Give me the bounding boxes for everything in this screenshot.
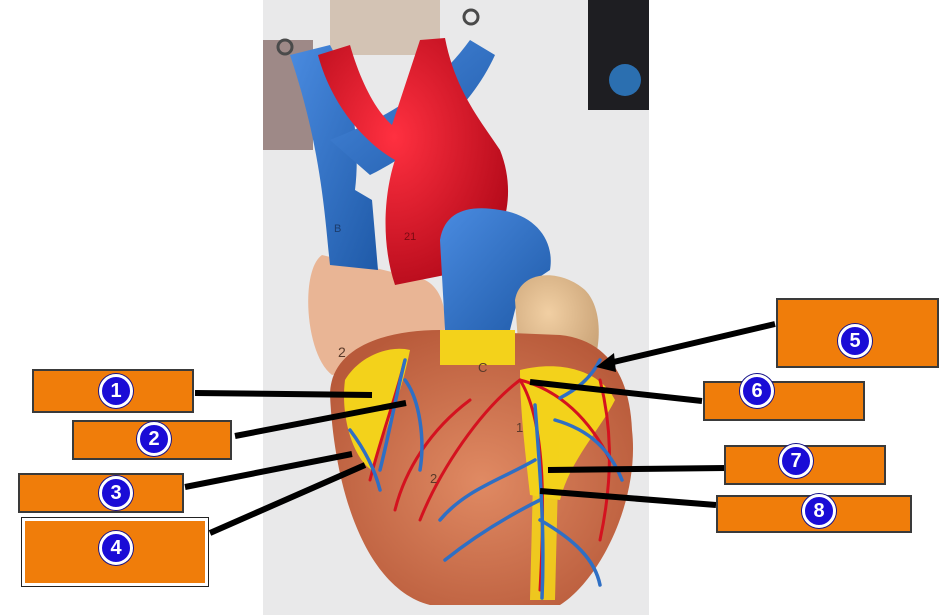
coronary-fat-groove	[530, 400, 560, 600]
number-badge-3: 3	[99, 476, 133, 510]
pointer-line-5	[604, 321, 776, 367]
background-box-emblem	[609, 64, 641, 96]
number-badge-5: 5	[838, 324, 872, 358]
pointer-line-3	[184, 451, 353, 490]
superior-vena-cava	[290, 45, 378, 270]
model-marking-5: B	[334, 223, 341, 235]
pointer-line-7	[547, 465, 727, 473]
pointer-line-2	[234, 400, 407, 439]
number-badge-8: 8	[802, 494, 836, 528]
coronary-fat-top	[440, 330, 515, 365]
model-marking-4: 2	[430, 471, 437, 486]
coronary-veins	[348, 358, 624, 600]
model-marking-2: C	[478, 360, 487, 375]
model-marking-6: 21	[404, 231, 416, 243]
arrowhead-5	[596, 353, 616, 372]
number-badge-2: 2	[137, 422, 171, 456]
model-marking-1: 2	[338, 344, 346, 360]
number-badge-7: 7	[779, 444, 813, 478]
pointer-line-6	[529, 379, 703, 404]
model-marking-3: 1	[516, 420, 523, 435]
number-badge-4: 4	[99, 531, 133, 565]
pointer-line-1	[194, 390, 373, 398]
pulmonary-trunk	[440, 208, 551, 330]
pointer-line-8	[539, 488, 717, 508]
pointer-line-4	[208, 462, 367, 536]
label-box-6[interactable]	[703, 381, 865, 421]
pointer-lines	[184, 321, 776, 536]
number-badge-1: 1	[99, 374, 133, 408]
number-badge-6: 6	[740, 374, 774, 408]
hanger-ring-right	[462, 8, 480, 26]
hanger-ring-left	[276, 38, 294, 56]
